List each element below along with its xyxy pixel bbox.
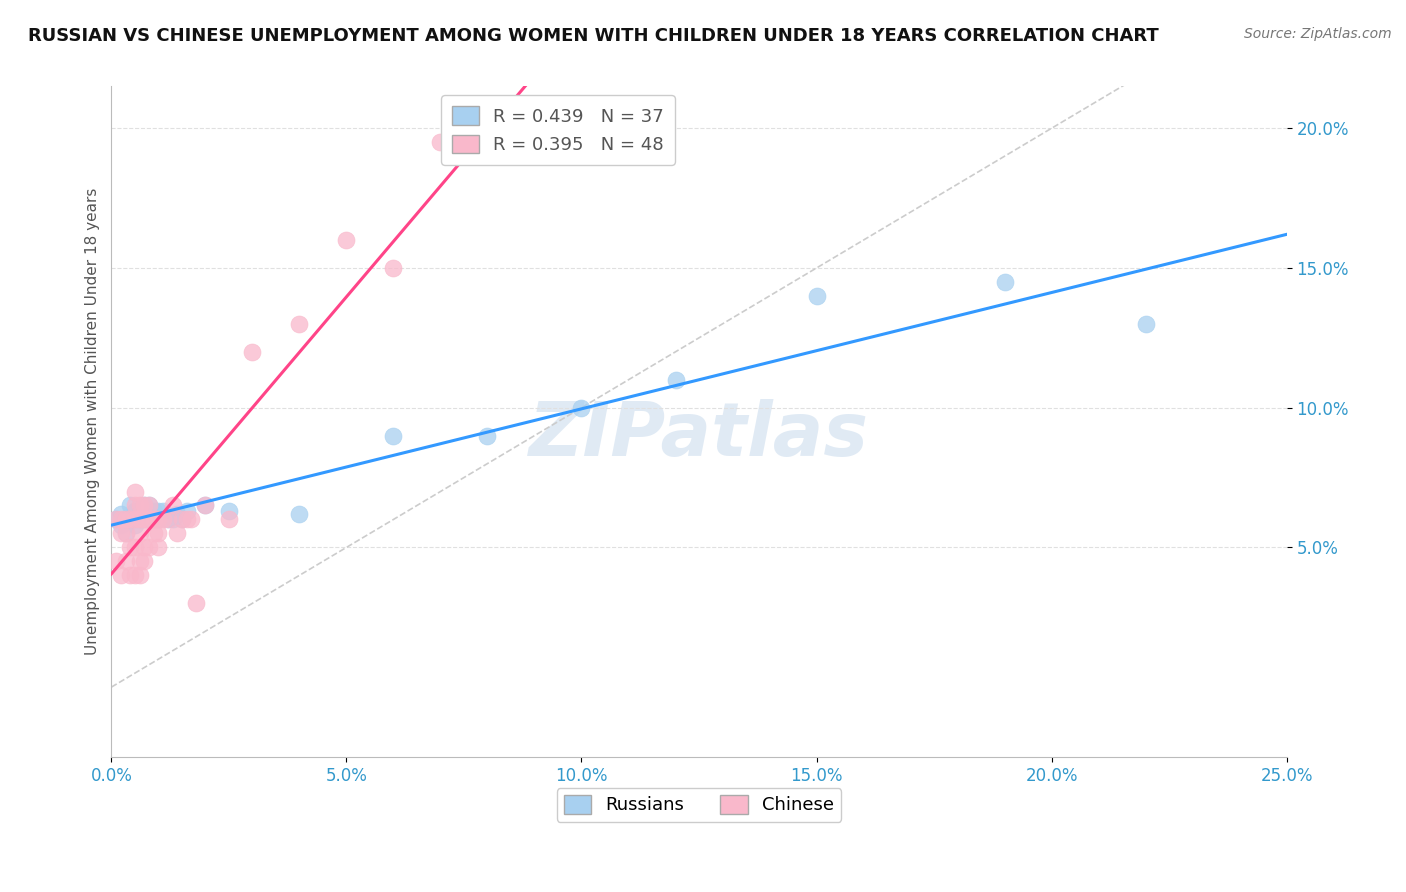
Point xyxy=(142,504,165,518)
Point xyxy=(124,504,146,518)
Point xyxy=(664,373,686,387)
Point xyxy=(138,541,160,555)
Point xyxy=(110,512,132,526)
Point xyxy=(134,512,156,526)
Point xyxy=(156,512,179,526)
Point xyxy=(128,568,150,582)
Point xyxy=(124,484,146,499)
Point xyxy=(138,499,160,513)
Point xyxy=(124,568,146,582)
Point xyxy=(152,504,174,518)
Point xyxy=(218,512,240,526)
Point xyxy=(1135,317,1157,331)
Point xyxy=(114,554,136,568)
Point xyxy=(176,504,198,518)
Point xyxy=(120,568,142,582)
Point xyxy=(105,512,128,526)
Point xyxy=(180,512,202,526)
Point xyxy=(138,507,160,521)
Point xyxy=(120,541,142,555)
Point xyxy=(134,554,156,568)
Point xyxy=(134,499,156,513)
Point xyxy=(288,317,311,331)
Point xyxy=(993,275,1015,289)
Point xyxy=(114,526,136,541)
Point xyxy=(148,512,170,526)
Point xyxy=(128,554,150,568)
Y-axis label: Unemployment Among Women with Children Under 18 years: Unemployment Among Women with Children U… xyxy=(86,188,100,656)
Point xyxy=(382,428,405,442)
Point xyxy=(110,568,132,582)
Text: ZIPatlas: ZIPatlas xyxy=(529,399,869,472)
Point xyxy=(162,512,184,526)
Point xyxy=(138,512,160,526)
Point xyxy=(128,512,150,526)
Point xyxy=(148,526,170,541)
Point xyxy=(156,512,179,526)
Point xyxy=(242,344,264,359)
Point xyxy=(110,518,132,533)
Point xyxy=(176,512,198,526)
Point xyxy=(124,512,146,526)
Point xyxy=(128,512,150,526)
Point xyxy=(114,512,136,526)
Point xyxy=(335,233,357,247)
Point xyxy=(166,526,188,541)
Point xyxy=(806,289,828,303)
Point xyxy=(110,507,132,521)
Point xyxy=(114,512,136,526)
Point xyxy=(134,512,156,526)
Point xyxy=(288,507,311,521)
Point xyxy=(194,499,217,513)
Point xyxy=(128,507,150,521)
Point xyxy=(114,526,136,541)
Point xyxy=(148,512,170,526)
Point xyxy=(194,499,217,513)
Point xyxy=(110,526,132,541)
Text: RUSSIAN VS CHINESE UNEMPLOYMENT AMONG WOMEN WITH CHILDREN UNDER 18 YEARS CORRELA: RUSSIAN VS CHINESE UNEMPLOYMENT AMONG WO… xyxy=(28,27,1159,45)
Point xyxy=(166,507,188,521)
Point xyxy=(152,512,174,526)
Point xyxy=(120,512,142,526)
Point xyxy=(184,596,207,610)
Point xyxy=(124,499,146,513)
Point xyxy=(142,512,165,526)
Point xyxy=(162,499,184,513)
Point xyxy=(124,512,146,526)
Point xyxy=(128,499,150,513)
Point xyxy=(170,512,193,526)
Legend: Russians, Chinese: Russians, Chinese xyxy=(557,788,841,822)
Point xyxy=(382,260,405,275)
Text: Source: ZipAtlas.com: Source: ZipAtlas.com xyxy=(1244,27,1392,41)
Point xyxy=(477,428,499,442)
Point xyxy=(142,526,165,541)
Point xyxy=(120,499,142,513)
Point xyxy=(120,512,142,526)
Point xyxy=(134,541,156,555)
Point xyxy=(170,512,193,526)
Point xyxy=(142,512,165,526)
Point xyxy=(124,518,146,533)
Point xyxy=(429,135,451,149)
Point xyxy=(218,504,240,518)
Point xyxy=(148,504,170,518)
Point xyxy=(124,541,146,555)
Point xyxy=(134,504,156,518)
Point xyxy=(105,512,128,526)
Point xyxy=(138,499,160,513)
Point xyxy=(128,526,150,541)
Point xyxy=(148,541,170,555)
Point xyxy=(105,554,128,568)
Point xyxy=(571,401,593,415)
Point xyxy=(134,499,156,513)
